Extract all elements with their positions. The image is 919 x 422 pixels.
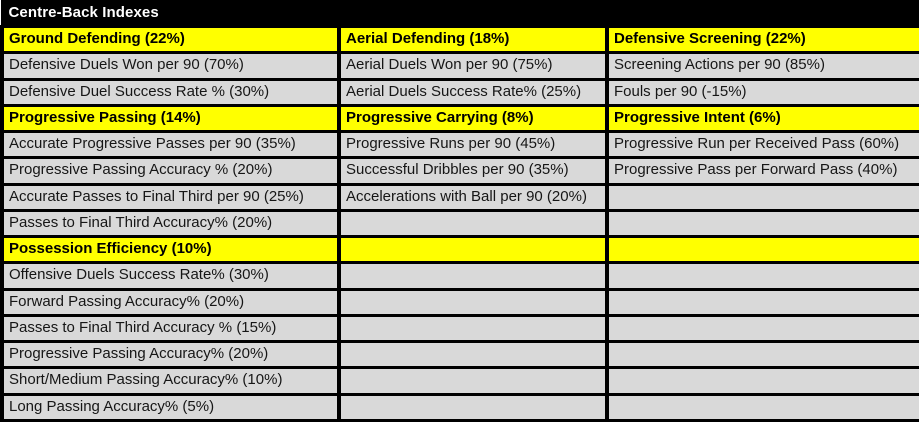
metric-row: Long Passing Accuracy% (5%): [0, 392, 919, 422]
metric-cell: Defensive Duels Won per 90 (70%): [0, 51, 341, 81]
metric-cell: [604, 392, 919, 422]
metric-row: Accurate Progressive Passes per 90 (35%)…: [0, 130, 919, 160]
metric-row: Defensive Duel Success Rate % (30%) Aeria…: [0, 77, 919, 107]
table-title: Centre-Back Indexes: [0, 0, 919, 29]
section-header-cell: Ground Defending (22%): [0, 25, 341, 55]
section-header-cell: [604, 235, 919, 265]
metric-cell: Aerial Duels Won per 90 (75%): [337, 51, 609, 81]
metric-cell: Passes to Final Third Accuracy% (20%): [0, 208, 341, 239]
metric-row: Passes to Final Third Accuracy% (20%): [0, 208, 919, 239]
metric-cell: Progressive Passing Accuracy% (20%): [0, 340, 341, 370]
metric-cell: Long Passing Accuracy% (5%): [0, 392, 341, 422]
metric-cell: Fouls per 90 (-15%): [604, 77, 919, 107]
metric-cell: [337, 340, 609, 370]
metric-row: Progressive Passing Accuracy % (20%) Succ…: [0, 156, 919, 186]
metric-row: Accurate Passes to Final Third per 90 (2…: [0, 182, 919, 212]
metric-cell: [604, 261, 919, 291]
metric-cell: [604, 313, 919, 344]
section-header-cell: Defensive Screening (22%): [604, 25, 919, 55]
metric-row: Defensive Duels Won per 90 (70%) Aerial D…: [0, 51, 919, 81]
metric-cell: Offensive Duels Success Rate% (30%): [0, 261, 341, 291]
metric-cell: [604, 366, 919, 396]
section-header-cell: Progressive Carrying (8%): [337, 103, 609, 134]
metric-cell: Progressive Run per Received Pass (60%): [604, 130, 919, 160]
metric-cell: Short/Medium Passing Accuracy% (10%): [0, 366, 341, 396]
metric-cell: Progressive Runs per 90 (45%): [337, 130, 609, 160]
metric-cell: Accurate Progressive Passes per 90 (35%): [0, 130, 341, 160]
section-header-cell: [337, 235, 609, 265]
metric-row: Progressive Passing Accuracy% (20%): [0, 340, 919, 370]
metric-row: Offensive Duels Success Rate% (30%): [0, 261, 919, 291]
metric-row: Forward Passing Accuracy% (20%): [0, 287, 919, 317]
metric-cell: [604, 208, 919, 239]
title-row: Centre-Back Indexes: [0, 0, 919, 29]
metric-cell: [337, 261, 609, 291]
metric-cell: [604, 340, 919, 370]
metric-cell: Progressive Pass per Forward Pass (40%): [604, 156, 919, 186]
metric-cell: Progressive Passing Accuracy % (20%): [0, 156, 341, 186]
metric-cell: [604, 182, 919, 212]
metric-cell: [337, 313, 609, 344]
metric-cell: Passes to Final Third Accuracy % (15%): [0, 313, 341, 344]
metric-cell: [337, 366, 609, 396]
metric-cell: [604, 287, 919, 317]
metric-cell: Forward Passing Accuracy% (20%): [0, 287, 341, 317]
metric-cell: Accurate Passes to Final Third per 90 (2…: [0, 182, 341, 212]
metric-cell: Accelerations with Ball per 90 (20%): [337, 182, 609, 212]
section-header-row: Progressive Passing (14%) Progressive Car…: [0, 103, 919, 134]
metric-cell: [337, 287, 609, 317]
metric-cell: [337, 392, 609, 422]
section-header-cell: Progressive Passing (14%): [0, 103, 341, 134]
metric-row: Short/Medium Passing Accuracy% (10%): [0, 366, 919, 396]
metric-cell: Aerial Duels Success Rate% (25%): [337, 77, 609, 107]
section-header-cell: Progressive Intent (6%): [604, 103, 919, 134]
metric-row: Passes to Final Third Accuracy % (15%): [0, 313, 919, 344]
metric-cell: Defensive Duel Success Rate % (30%): [0, 77, 341, 107]
section-header-cell: Aerial Defending (18%): [337, 25, 609, 55]
section-header-cell: Possession Efficiency (10%): [0, 235, 341, 265]
section-header-row: Possession Efficiency (10%): [0, 235, 919, 265]
metric-cell: Screening Actions per 90 (85%): [604, 51, 919, 81]
metric-cell: [337, 208, 609, 239]
metric-cell: Successful Dribbles per 90 (35%): [337, 156, 609, 186]
section-header-row: Ground Defending (22%) Aerial Defending (…: [0, 25, 919, 55]
